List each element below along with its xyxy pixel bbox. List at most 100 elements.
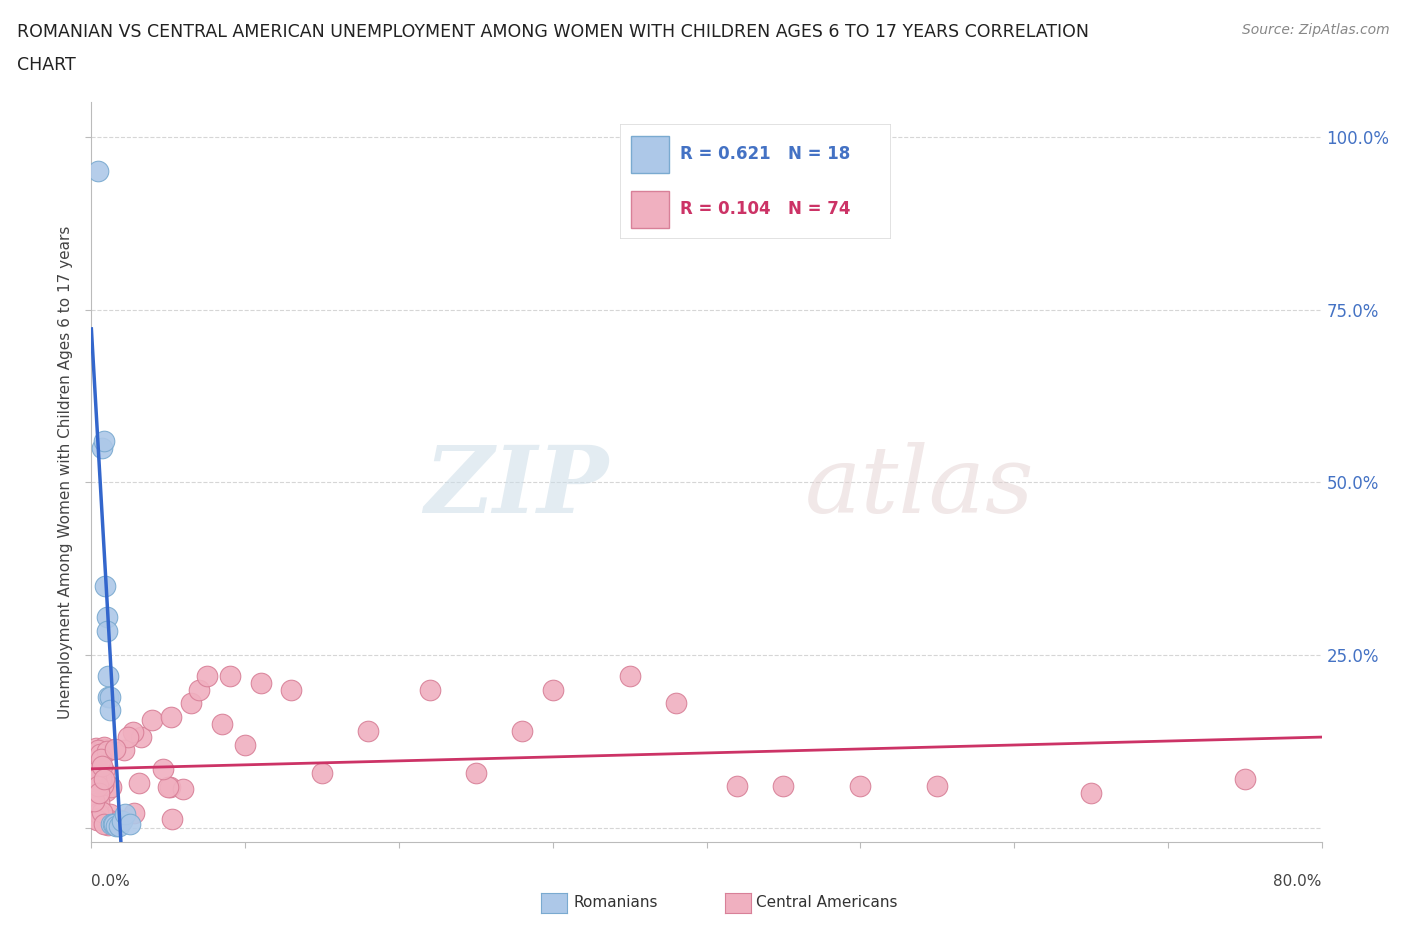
Point	[89, 746, 111, 761]
Point	[122, 724, 145, 739]
Point	[96, 815, 118, 830]
Point	[96, 610, 118, 625]
Point	[100, 779, 122, 794]
Point	[772, 779, 794, 794]
Point	[131, 730, 153, 745]
Point	[725, 779, 748, 794]
Point	[98, 703, 121, 718]
Point	[84, 753, 107, 768]
Text: CHART: CHART	[17, 56, 76, 73]
Point	[114, 806, 136, 821]
Point	[100, 817, 122, 831]
Text: ROMANIAN VS CENTRAL AMERICAN UNEMPLOYMENT AMONG WOMEN WITH CHILDREN AGES 6 TO 17: ROMANIAN VS CENTRAL AMERICAN UNEMPLOYMEN…	[17, 23, 1088, 41]
Point	[156, 780, 179, 795]
Point	[118, 817, 141, 831]
Point	[101, 817, 124, 831]
Point	[86, 164, 108, 179]
Point	[87, 742, 110, 757]
Point	[541, 683, 564, 698]
Point	[87, 794, 110, 809]
Point	[94, 578, 117, 593]
Point	[188, 683, 211, 698]
Point	[86, 765, 108, 780]
Point	[91, 440, 114, 455]
Point	[86, 745, 108, 760]
Point	[160, 710, 183, 724]
Point	[84, 756, 107, 771]
Point	[93, 740, 115, 755]
Point	[97, 689, 120, 704]
Point	[93, 764, 115, 778]
Point	[97, 817, 120, 832]
Point	[90, 771, 112, 786]
Point	[357, 724, 380, 738]
Point	[93, 817, 115, 831]
Point	[97, 669, 120, 684]
Point	[100, 806, 122, 821]
Point	[91, 758, 114, 773]
Point	[103, 817, 125, 831]
Y-axis label: Unemployment Among Women with Children Ages 6 to 17 years: Unemployment Among Women with Children A…	[58, 225, 73, 719]
Point	[90, 775, 112, 790]
Point	[87, 805, 110, 820]
Point	[94, 784, 117, 799]
Point	[159, 779, 181, 794]
Point	[86, 813, 108, 828]
Point	[160, 811, 183, 826]
Point	[128, 776, 150, 790]
Point	[172, 782, 194, 797]
Point	[98, 689, 121, 704]
Point	[280, 683, 302, 698]
Text: Source: ZipAtlas.com: Source: ZipAtlas.com	[1241, 23, 1389, 37]
Text: Central Americans: Central Americans	[756, 895, 898, 910]
Point	[91, 777, 114, 792]
Point	[510, 724, 533, 738]
Point	[927, 779, 949, 794]
Point	[464, 765, 486, 780]
Text: 0.0%: 0.0%	[91, 874, 131, 889]
Point	[86, 779, 108, 794]
Text: Romanians: Romanians	[574, 895, 658, 910]
Point	[87, 786, 110, 801]
Point	[108, 813, 131, 828]
Point	[84, 740, 107, 755]
Point	[84, 799, 107, 814]
Point	[211, 717, 233, 732]
Point	[105, 818, 127, 833]
Text: 80.0%: 80.0%	[1274, 874, 1322, 889]
Point	[218, 669, 240, 684]
Point	[108, 818, 131, 833]
Point	[93, 772, 115, 787]
Point	[665, 696, 688, 711]
Point	[104, 741, 127, 756]
Point	[311, 765, 333, 780]
Point	[93, 433, 115, 448]
Point	[93, 742, 115, 757]
Point	[117, 730, 139, 745]
Point	[82, 810, 104, 825]
Point	[91, 804, 114, 819]
Text: atlas: atlas	[804, 442, 1035, 532]
Point	[97, 812, 120, 827]
Point	[141, 713, 163, 728]
Point	[83, 765, 105, 780]
Point	[96, 623, 118, 638]
Point	[1233, 772, 1256, 787]
Point	[83, 793, 105, 808]
Point	[83, 795, 105, 810]
Point	[419, 683, 441, 698]
Point	[1080, 786, 1102, 801]
Point	[122, 806, 145, 821]
Point	[233, 737, 256, 752]
Point	[111, 814, 134, 829]
Point	[152, 762, 174, 777]
Point	[89, 770, 111, 785]
Point	[249, 675, 271, 690]
Point	[180, 696, 202, 711]
Point	[112, 743, 135, 758]
Point	[84, 772, 107, 787]
Point	[619, 669, 641, 684]
Point	[195, 669, 218, 684]
Point	[96, 744, 118, 759]
Point	[90, 751, 112, 766]
